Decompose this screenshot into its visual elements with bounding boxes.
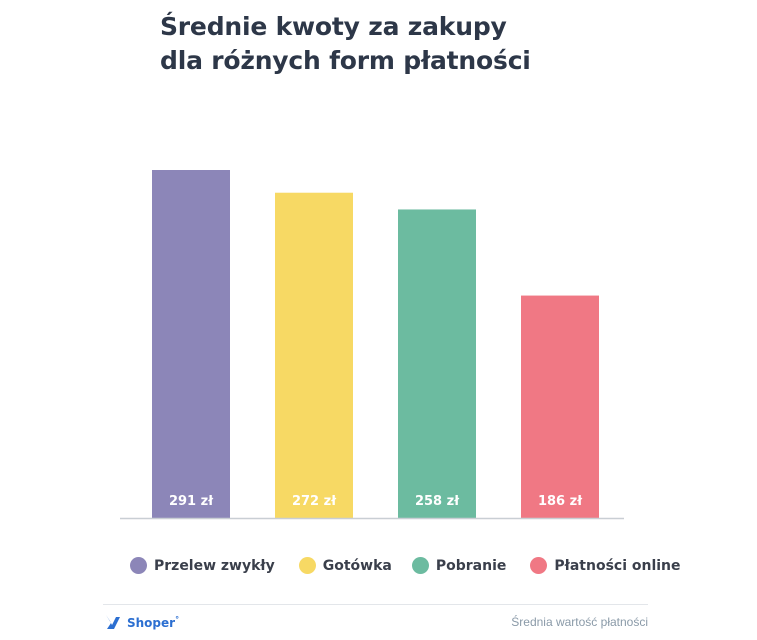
legend-label-pobranie: Pobranie xyxy=(435,557,507,574)
chart-title-line-2: dla różnych form płatności xyxy=(160,46,531,75)
legend-label-gotowka: Gotówka xyxy=(322,557,392,574)
legend-swatch-gotowka xyxy=(298,557,316,574)
legend-item-platnosci-online: Płatności online xyxy=(530,557,681,574)
legend-label-platnosci-online: Płatności online xyxy=(554,557,681,574)
shoper-logo-mark: ° xyxy=(175,614,180,624)
bar-value-label-1: 272 zł xyxy=(292,494,337,509)
legend-swatch-pobranie xyxy=(411,557,429,574)
chart-legend: Przelew zwykły Gotówka Pobranie Płatnośc… xyxy=(130,557,705,574)
shoper-logo-text: Shoper° xyxy=(127,615,179,630)
shoper-logo-icon xyxy=(106,615,120,629)
bar-chart: 291 zł 272 zł 258 zł 186 zł xyxy=(120,170,624,520)
footer-note: Średnia wartość płatności xyxy=(511,615,648,629)
bar-0 xyxy=(152,170,230,518)
bar-value-label-3: 186 zł xyxy=(538,494,583,509)
chart-title: Średnie kwoty za zakupy dla różnych form… xyxy=(160,10,531,78)
bar-2 xyxy=(398,209,476,518)
chart-title-line-1: Średnie kwoty za zakupy xyxy=(160,12,507,41)
bar-3 xyxy=(521,295,599,518)
legend-item-przelew: Przelew zwykły xyxy=(130,557,275,574)
legend-label-przelew: Przelew zwykły xyxy=(154,557,275,574)
legend-item-gotowka: Gotówka xyxy=(298,557,392,574)
footer-divider xyxy=(103,604,648,605)
shoper-logo: Shoper° xyxy=(104,613,179,631)
legend-swatch-przelew xyxy=(130,557,147,574)
bar-1 xyxy=(275,192,353,518)
legend-item-pobranie: Pobranie xyxy=(411,557,507,574)
shoper-logo-name: Shoper xyxy=(127,615,176,630)
bar-value-label-0: 291 zł xyxy=(169,494,214,509)
bar-value-label-2: 258 zł xyxy=(415,494,460,509)
legend-swatch-platnosci-online xyxy=(530,557,548,574)
